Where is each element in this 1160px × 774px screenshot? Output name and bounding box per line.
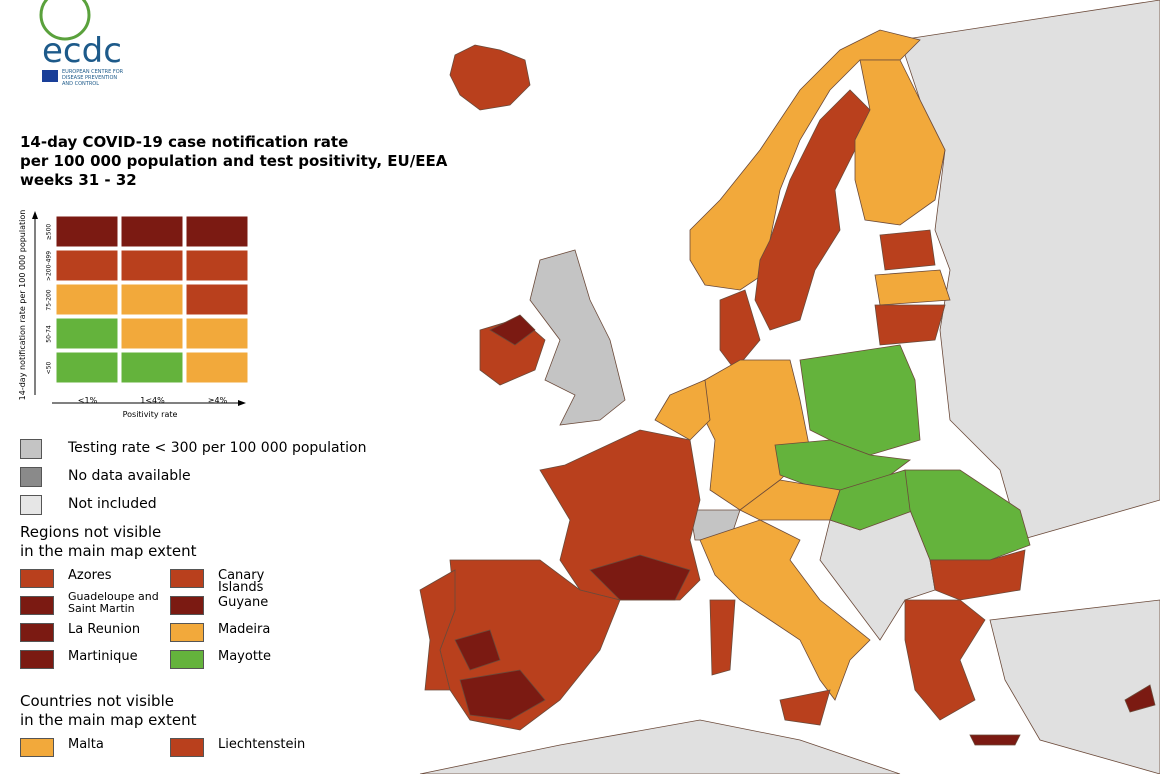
column-label: 1<4%	[140, 396, 165, 405]
legend-label: Malta	[68, 737, 104, 752]
matrix-cell	[185, 215, 249, 248]
legend-swatch	[170, 738, 204, 757]
logo-subtitle: EUROPEAN CENTRE FOR	[62, 69, 124, 75]
matrix-cell	[55, 283, 119, 316]
section-title: in the main map extent	[20, 711, 197, 729]
eu-flag	[42, 70, 58, 82]
legend-swatch	[170, 569, 204, 588]
legend-label: Azores	[68, 568, 112, 583]
matrix-cell	[120, 351, 184, 384]
title-line: per 100 000 population and test positivi…	[20, 152, 448, 170]
matrix-cell	[185, 249, 249, 282]
legend-label: Guadeloupe and Saint Martin	[68, 590, 159, 615]
logo-name: ecdc	[42, 31, 122, 71]
legend-swatch	[170, 650, 204, 669]
matrix: 14-day notification rate per 100 000 pop…	[18, 210, 249, 419]
legend-swatch	[20, 623, 54, 642]
row-label: 75-200	[46, 289, 53, 310]
legend-swatch	[20, 495, 42, 515]
legend-label: Testing rate < 300 per 100 000 populatio…	[68, 440, 367, 456]
legend-swatch	[20, 467, 42, 487]
matrix-cell	[120, 317, 184, 350]
legend-swatch	[20, 569, 54, 588]
legend-swatch	[170, 596, 204, 615]
legend-swatch	[20, 738, 54, 757]
legend-swatch	[20, 650, 54, 669]
matrix-cell	[185, 351, 249, 384]
logo-globe	[39, 0, 91, 41]
matrix-cell	[55, 317, 119, 350]
legend-label: Madeira	[218, 622, 271, 637]
y-arrow-head	[32, 211, 38, 219]
matrix-cell	[185, 317, 249, 350]
legend-label: Martinique	[68, 649, 138, 664]
matrix-cell	[55, 215, 119, 248]
column-label: <1%	[78, 396, 98, 405]
legend-label: Canary Islands	[218, 568, 265, 595]
logo: ecdc EUROPEAN CENTRE FOR DISEASE PREVENT…	[39, 0, 124, 87]
legend-label: No data available	[68, 468, 191, 484]
logo-subtitle: DISEASE PREVENTION	[62, 75, 117, 81]
x-axis-label: Positivity rate	[123, 410, 178, 419]
matrix-cell	[120, 249, 184, 282]
row-label: ≥500	[46, 224, 53, 241]
matrix-cell	[55, 249, 119, 282]
matrix-cell	[120, 215, 184, 248]
countries	[419, 29, 1156, 746]
section-title: Countries not visible	[20, 692, 174, 710]
legend-label: Mayotte	[218, 649, 272, 664]
matrix-cell	[185, 283, 249, 316]
legend-label: Not included	[68, 496, 157, 512]
matrix-cell	[55, 351, 119, 384]
section-title: Regions not visible	[20, 523, 162, 541]
row-label: 50-74	[46, 325, 53, 343]
logo-subtitle: AND CONTROL	[62, 81, 99, 87]
title-line: 14-day COVID-19 case notification rate	[20, 133, 349, 151]
matrix-cell	[120, 283, 184, 316]
legend-swatch	[20, 596, 54, 615]
title-line: weeks 31 - 32	[20, 171, 137, 189]
row-label: <50	[46, 361, 53, 374]
legend-label: Liechtenstein	[218, 737, 306, 752]
row-label: >200-499	[46, 251, 53, 281]
legend-swatch	[170, 623, 204, 642]
title: 14-day COVID-19 case notification rate p…	[20, 133, 447, 190]
x-arrow-head	[238, 400, 246, 406]
column-label: ≥4%	[208, 396, 228, 405]
y-axis-label: 14-day notification rate per 100 000 pop…	[18, 210, 27, 401]
legend-label: Guyane	[218, 595, 269, 610]
legend-label: La Reunion	[68, 622, 141, 637]
background-land	[419, 0, 1160, 774]
section-title: in the main map extent	[20, 542, 197, 560]
legend-swatch	[20, 439, 42, 459]
